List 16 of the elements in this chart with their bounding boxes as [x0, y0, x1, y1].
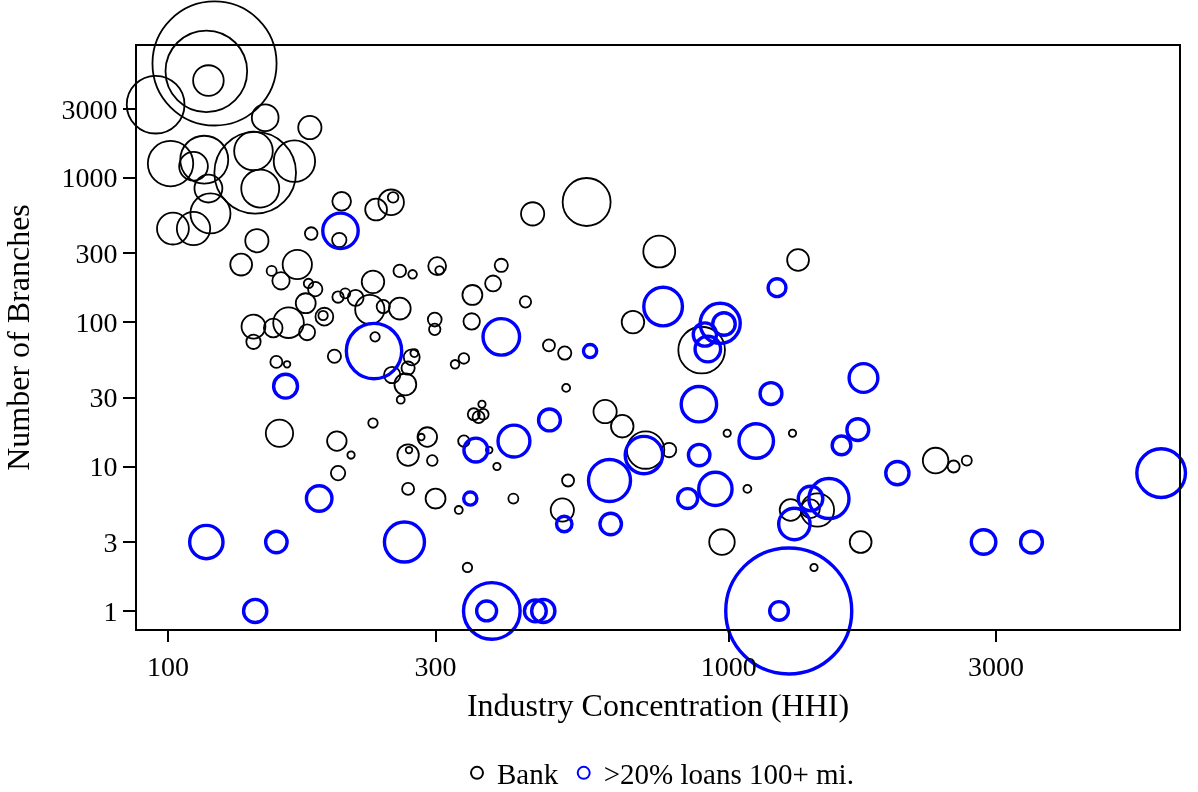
y-tick-label: 10: [89, 451, 118, 483]
y-tick-label: 300: [75, 237, 118, 269]
x-tick-label: 3000: [968, 650, 1025, 682]
legend-label: >20% loans 100+ mi.: [603, 758, 854, 791]
legend-label: Bank: [497, 758, 559, 791]
y-tick-label: 30: [89, 382, 118, 414]
y-tick-label: 100: [75, 306, 118, 338]
y-tick-label: 1: [103, 595, 118, 627]
x-tick-label: 1000: [700, 650, 757, 682]
x-tick-label: 100: [147, 650, 190, 682]
y-tick-label: 3000: [61, 93, 118, 125]
x-tick-label: 300: [414, 650, 457, 682]
y-axis-title: Number of Branches: [0, 204, 37, 471]
y-tick-label: 3: [103, 526, 118, 558]
x-axis-title: Industry Concentration (HHI): [466, 687, 850, 723]
y-tick-label: 1000: [61, 162, 118, 194]
